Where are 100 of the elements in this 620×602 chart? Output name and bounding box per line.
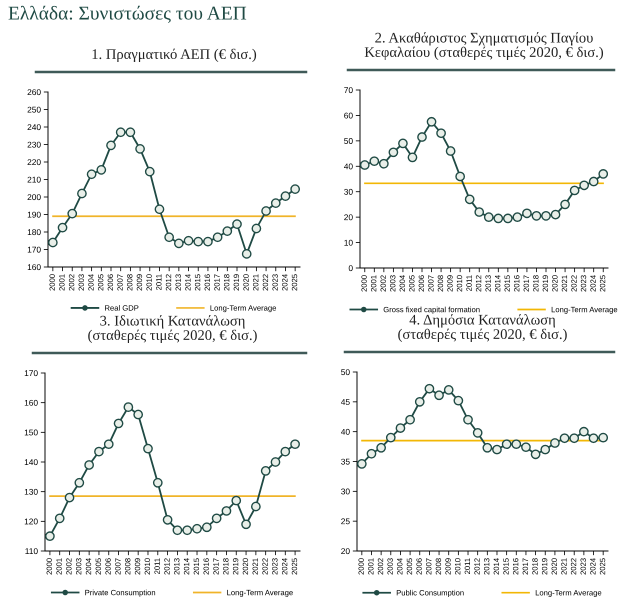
point [48,238,58,248]
point [124,402,134,412]
point [417,132,427,142]
point [474,207,484,217]
point [455,172,466,182]
y-tick-label: 70 [344,87,353,94]
point [357,459,367,469]
point [484,212,494,222]
point [94,446,104,456]
chart-title: 3. Ιδιωτική Κατανάλωση (σταθερές τιμές 2020, € δισ.) [88,315,257,343]
chart-title: 1. Πραγματικό ΑΕΠ (€ δισ.) [92,48,256,62]
point [192,524,202,534]
point [193,236,204,246]
y-tick-label: 200 [28,194,41,200]
point [424,384,434,394]
point [366,448,376,459]
point [482,442,492,453]
point [369,156,380,166]
y-tick-label: 50 [341,369,350,376]
point [162,514,172,525]
point [202,522,212,532]
point [251,502,261,512]
point [164,232,174,242]
y-tick-label: 160 [24,400,38,406]
y-tick-label: 50 [344,138,353,144]
point [550,210,560,220]
y-tick-label: 260 [28,89,41,96]
point [493,214,504,224]
y-tick-label: 20 [344,214,353,220]
point [74,478,84,488]
point [252,224,262,234]
y-tick-label: 45 [340,399,350,405]
point [260,466,271,476]
y-tick-label: 40 [340,428,350,435]
point [405,414,415,425]
y-tick-label: 0 [348,265,353,272]
point [96,165,106,175]
point [464,194,475,204]
point [222,506,232,516]
point [396,423,406,433]
point [541,211,551,221]
point [86,169,96,180]
text: Ελλάδα: Συνιστώσες του ΑΕΠ [8,6,246,23]
point [560,433,570,444]
point [290,184,300,194]
y-tick-label: 230 [28,142,41,148]
chart-title: 2. Ακαθάριστος Σχηματισμός Παγίου Κεφαλαίου (σταθερές τιμές 2020, € δισ.) [364,32,604,60]
point [184,236,194,246]
y-tick-label: 180 [28,229,41,236]
y-tick-label: 220 [28,159,41,166]
point [172,525,182,536]
point [414,396,425,407]
point [378,158,389,169]
point [174,238,184,248]
point [598,432,608,442]
point [598,169,608,179]
point [77,188,87,198]
point [398,138,408,148]
point [203,236,213,246]
point [84,460,94,470]
point [241,519,251,530]
point [104,439,114,450]
point [492,444,502,454]
y-tick-label: 130 [24,488,38,495]
y-tick-label: 40 [344,163,353,170]
point [521,442,531,452]
point [579,426,589,437]
y-tick-label: 30 [344,188,353,195]
point [212,514,222,524]
y-tick-label: 10 [344,240,353,246]
point [522,208,532,218]
point [116,127,126,138]
point [45,531,55,542]
point [232,219,242,229]
chart-title: 4. Δημόσια Κατανάλωση (σταθερές τιμές 2020, € δισ.) [398,314,567,342]
y-tick-label: 170 [28,246,41,253]
point [222,226,232,236]
point [588,433,598,444]
point [532,211,542,221]
point [133,410,144,420]
point [154,204,164,214]
point [280,446,290,456]
y-tick-label: 170 [24,370,38,376]
point [106,140,116,150]
point [408,152,418,162]
point [290,439,300,450]
point [152,478,163,488]
point [579,180,590,190]
point [270,457,280,467]
point [388,147,398,158]
y-tick-label: 35 [341,458,350,465]
point [67,208,78,218]
point [114,418,124,428]
point [540,444,550,454]
point [242,249,252,259]
point [588,176,599,186]
point [231,496,242,506]
y-tick-label: 160 [28,264,41,270]
point [454,396,464,406]
point [530,449,540,460]
